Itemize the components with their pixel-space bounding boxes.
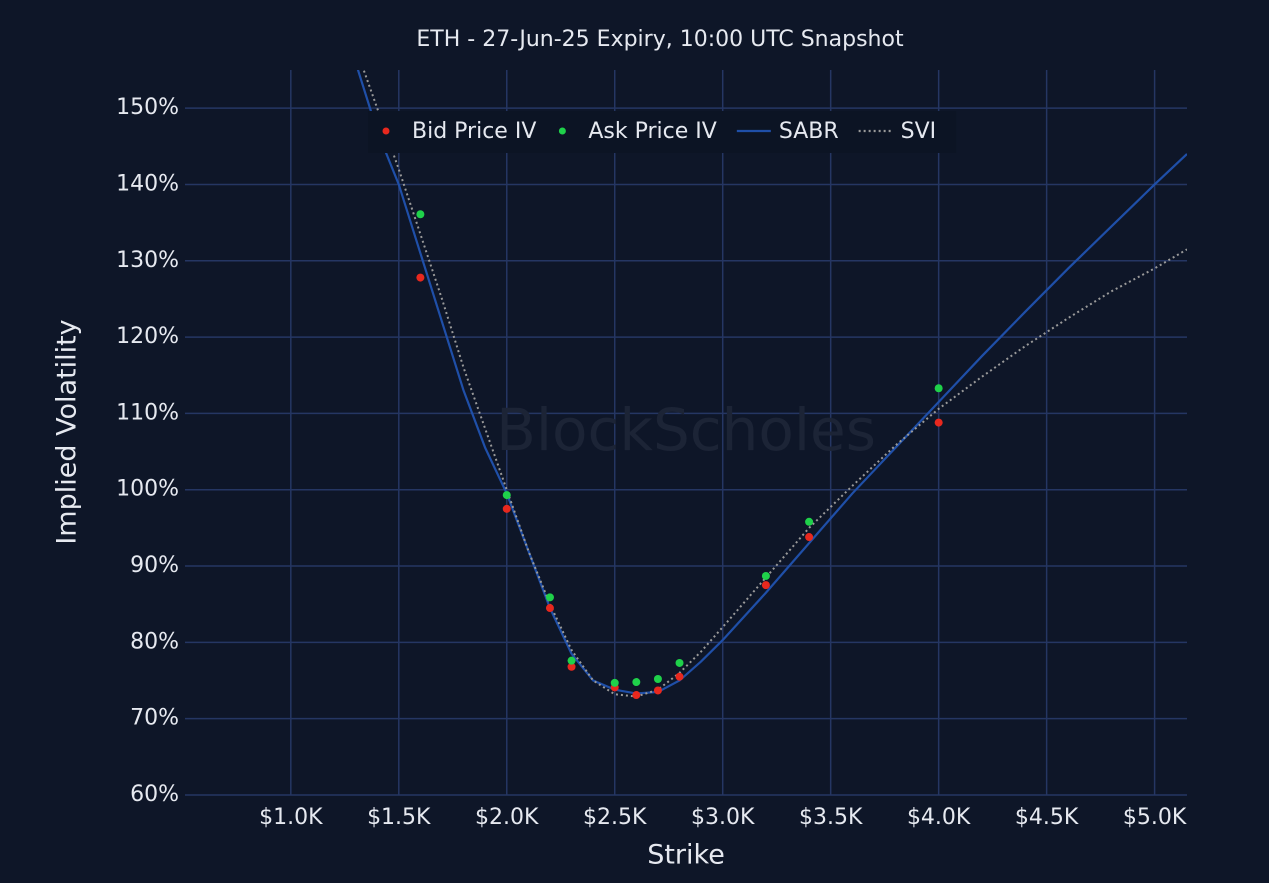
marker bbox=[805, 533, 814, 542]
legend-label: Bid Price IV bbox=[412, 119, 536, 144]
marker bbox=[805, 517, 814, 526]
marker bbox=[632, 678, 641, 687]
y-tick-label: 60% bbox=[130, 782, 179, 807]
x-tick-label: $3.5K bbox=[799, 805, 863, 830]
y-tick-label: 100% bbox=[116, 477, 179, 502]
chart-title: ETH - 27-Jun-25 Expiry, 10:00 UTC Snapsh… bbox=[416, 27, 904, 52]
marker bbox=[675, 658, 684, 667]
grid bbox=[185, 70, 1187, 796]
marker bbox=[653, 686, 662, 695]
axes: 60% 70% 80% 90% 100% 110% 120% 130% 140% 150% $1.0… bbox=[116, 95, 1187, 830]
marker bbox=[545, 604, 554, 613]
plot-area bbox=[356, 70, 1187, 700]
marker bbox=[545, 593, 554, 602]
marker bbox=[761, 571, 770, 580]
x-tick-label: $2.0K bbox=[475, 805, 539, 830]
x-tick-label: $4.5K bbox=[1015, 805, 1079, 830]
x-tick-label: $1.0K bbox=[259, 805, 323, 830]
marker bbox=[632, 691, 641, 700]
marker bbox=[502, 491, 511, 500]
y-tick-label: 80% bbox=[130, 629, 179, 654]
marker bbox=[502, 504, 511, 513]
marker bbox=[675, 672, 684, 681]
x-tick-label: $2.5K bbox=[583, 805, 647, 830]
x-tick-label: $1.5K bbox=[367, 805, 431, 830]
marker bbox=[653, 675, 662, 683]
marker bbox=[416, 273, 425, 282]
x-tick-label: $3.0K bbox=[691, 805, 755, 830]
x-tick-label: $5.0K bbox=[1123, 805, 1187, 830]
y-tick-label: 70% bbox=[130, 706, 179, 731]
marker bbox=[567, 656, 576, 665]
marker bbox=[761, 581, 770, 590]
legend-label: SABR bbox=[779, 119, 839, 144]
legend-swatch bbox=[382, 127, 390, 135]
legend-swatch bbox=[558, 127, 566, 135]
y-tick-label: 150% bbox=[116, 95, 179, 120]
marker bbox=[934, 384, 943, 393]
marker bbox=[567, 662, 576, 671]
marker bbox=[934, 418, 943, 427]
watermark: BlockScholes bbox=[496, 396, 876, 464]
y-tick-label: 140% bbox=[116, 171, 179, 196]
y-axis-title: Implied Volatility bbox=[52, 319, 83, 544]
y-tick-label: 130% bbox=[116, 248, 179, 273]
y-tick-label: 110% bbox=[116, 400, 179, 425]
x-tick-label: $4.0K bbox=[907, 805, 971, 830]
legend-label: Ask Price IV bbox=[588, 119, 716, 144]
legend: Bid Price IV Ask Price IV SABR SVI bbox=[368, 111, 957, 153]
legend-box bbox=[368, 111, 957, 153]
marker bbox=[610, 678, 619, 687]
legend-label: SVI bbox=[901, 119, 937, 144]
marker bbox=[416, 210, 425, 219]
x-axis-title: Strike bbox=[647, 840, 725, 871]
y-tick-label: 90% bbox=[130, 553, 179, 578]
y-tick-label: 120% bbox=[116, 324, 179, 349]
